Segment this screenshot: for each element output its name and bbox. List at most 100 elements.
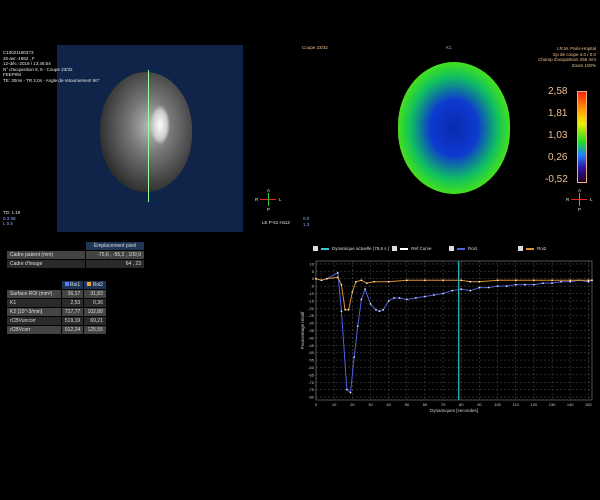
data-point	[496, 285, 499, 287]
y-tick-label: -25	[308, 313, 315, 318]
data-point	[406, 279, 408, 281]
data-point	[587, 279, 590, 281]
data-point	[442, 292, 444, 295]
table-row: rCBVcorr 912,24 125,55	[6, 325, 107, 335]
colorbar-label: 0,26	[548, 152, 568, 163]
data-point	[587, 281, 590, 283]
checkbox[interactable]	[392, 246, 398, 251]
data-point	[424, 295, 426, 298]
x-tick-label: 0	[315, 402, 318, 407]
legend-current[interactable]: Dynamique actuelle (78,6 s ) Ref Curve	[313, 246, 432, 251]
data-point	[353, 356, 355, 358]
x-tick-label: 80	[459, 402, 464, 407]
y-tick-label: 0	[312, 276, 315, 281]
data-point	[344, 309, 346, 311]
mri-brain-image	[100, 72, 192, 192]
data-point	[349, 391, 352, 394]
data-point	[366, 282, 368, 284]
data-point	[326, 278, 328, 280]
table-row: Cadre d'image 64 , 23	[6, 259, 145, 269]
y-tick-label: -70	[308, 380, 315, 385]
y-tick-label: -65	[308, 372, 315, 377]
data-point	[478, 281, 481, 283]
y-tick-label: -10	[308, 291, 315, 296]
orientation-label: LE P-51 H112	[262, 220, 290, 225]
data-point	[487, 286, 490, 289]
slice-line[interactable]	[148, 70, 149, 202]
legend-roi2[interactable]: Roi2	[518, 246, 546, 251]
colorbar-label: 2,58	[548, 86, 568, 97]
data-point	[364, 288, 366, 290]
data-point	[542, 282, 544, 284]
data-point	[387, 281, 390, 283]
orientation-marker-right: A R L P	[566, 188, 593, 212]
data-point	[346, 388, 348, 391]
data-point	[515, 279, 517, 281]
data-point	[387, 300, 390, 302]
y-tick-label: -45	[308, 343, 315, 348]
map-label[interactable]: K1	[446, 45, 452, 50]
data-point	[355, 281, 357, 283]
colorbar	[577, 91, 587, 183]
plot-frame	[315, 260, 593, 401]
data-point	[460, 279, 462, 281]
data-point	[451, 289, 453, 292]
x-tick-label: 110	[513, 402, 520, 407]
y-tick-label: -40	[308, 335, 315, 340]
data-point	[340, 310, 343, 312]
data-point	[496, 279, 499, 281]
table-row: K1 2,53 0,36	[6, 298, 107, 308]
legend-roi1[interactable]: Roi1	[449, 246, 477, 251]
data-point	[569, 279, 571, 281]
data-point	[591, 279, 593, 281]
data-point	[382, 309, 384, 311]
pixel-location-table: Emplacement pixel Cadre patient (mm) -75,…	[6, 241, 145, 269]
x-tick-label: 70	[441, 402, 446, 407]
y-tick-label: -30	[308, 321, 315, 326]
x-tick-label: 10	[332, 402, 337, 407]
data-point	[351, 291, 354, 293]
data-point	[347, 309, 350, 311]
y-tick-label: -5	[310, 284, 314, 289]
x-tick-label: 40	[386, 402, 391, 407]
time-curve-chart[interactable]: 1050-5-10-15-20-25-30-35-40-45-50-55-60-…	[300, 255, 600, 425]
data-point	[357, 325, 359, 327]
data-point	[337, 272, 339, 274]
data-point	[569, 281, 571, 283]
data-point	[340, 283, 343, 286]
colorbar-label: -0,52	[545, 174, 568, 185]
right-info: I.R.M. Paris-Hopital Ep de coupe 4.0 / 0.…	[538, 46, 596, 68]
series-line-roi2	[315, 276, 592, 311]
right-bottom-info: 0.0 1.3	[303, 216, 310, 227]
checkbox[interactable]	[518, 246, 523, 251]
table-row: Cadre patient (mm) -75,6 , -55,2 , 109,9	[6, 250, 145, 260]
checkbox[interactable]	[449, 246, 454, 251]
y-tick-label: -80	[308, 395, 315, 400]
roi-table: Roi1 Roi2 Surface ROI (mm²) 36,17 31,83 K1…	[6, 280, 107, 335]
checkbox[interactable]	[313, 246, 318, 251]
x-tick-label: 120	[531, 402, 538, 407]
left-bottom-info: TD: 1:19 0.3 08 L 0.5	[3, 210, 21, 226]
data-point	[478, 286, 481, 289]
data-point	[533, 279, 535, 281]
data-point	[424, 279, 426, 281]
slice-label: Coupe 23/32	[302, 45, 328, 50]
x-tick-label: 140	[567, 402, 574, 407]
x-tick-label: 30	[368, 402, 373, 407]
x-tick-label: 20	[350, 402, 355, 407]
data-point	[505, 285, 508, 287]
colorbar-label: 1,81	[548, 108, 568, 119]
data-point	[406, 298, 408, 301]
y-tick-label: -55	[308, 358, 315, 363]
data-point	[442, 279, 444, 281]
data-point	[378, 310, 381, 312]
data-point	[469, 281, 472, 283]
y-tick-label: -20	[308, 306, 315, 311]
data-point	[551, 282, 553, 284]
perfusion-map-image	[398, 62, 510, 194]
data-point	[524, 283, 526, 286]
data-point	[515, 283, 517, 286]
x-tick-label: 100	[494, 402, 501, 407]
data-point	[398, 297, 401, 299]
data-point	[460, 288, 462, 290]
